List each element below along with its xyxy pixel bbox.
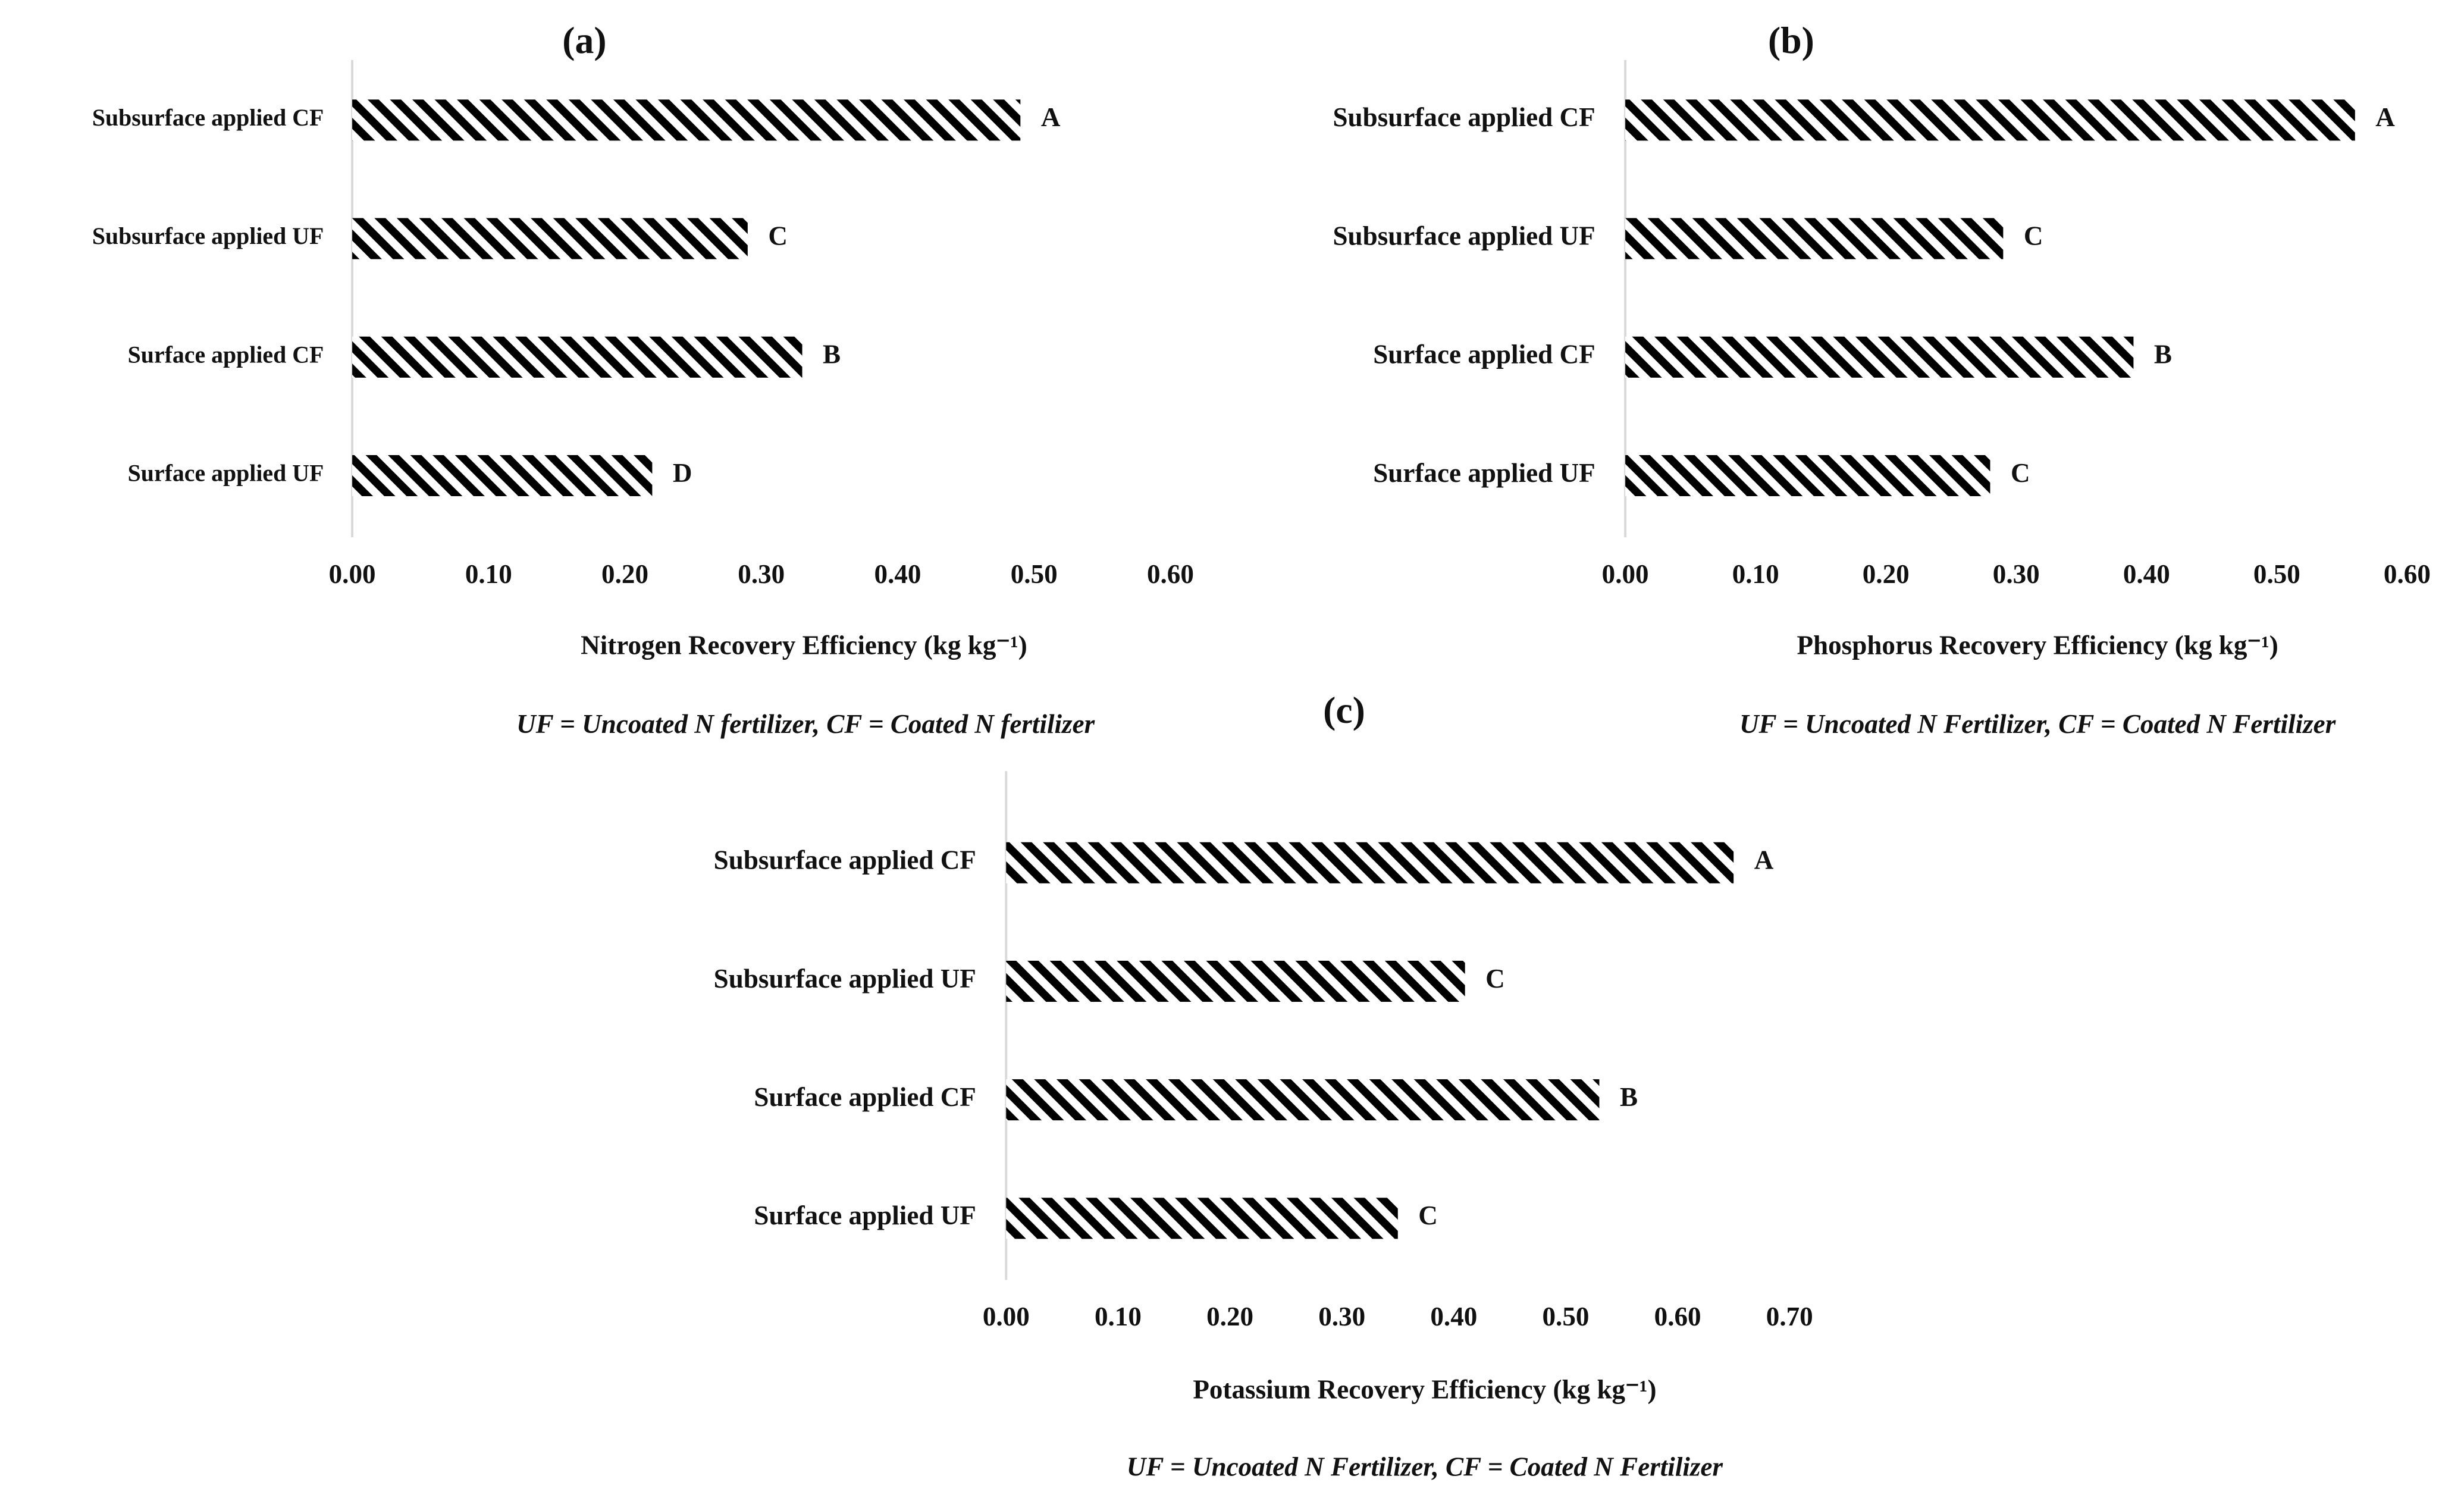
x-axis-label: Potassium Recovery Efficiency (kg kg⁻¹) xyxy=(1193,1374,1656,1404)
x-axis-label: Nitrogen Recovery Efficiency (kg kg⁻¹) xyxy=(581,630,1027,660)
panel-title: (a) xyxy=(562,19,606,61)
bar xyxy=(1625,336,2134,378)
bar xyxy=(1006,1198,1398,1239)
significance-letter: C xyxy=(1485,964,1505,994)
x-tick-label: 0.40 xyxy=(1430,1302,1477,1331)
category-label: Surface applied UF xyxy=(1373,458,1595,488)
x-tick-label: 0.70 xyxy=(1766,1302,1813,1331)
x-tick-label: 0.00 xyxy=(1602,559,1649,589)
significance-letter: C xyxy=(2024,221,2043,250)
panel-title: (b) xyxy=(1768,19,1814,61)
x-tick-label: 0.10 xyxy=(1095,1302,1142,1331)
x-tick-label: 0.10 xyxy=(1732,559,1779,589)
x-tick-label: 0.20 xyxy=(1206,1302,1253,1331)
x-tick-label: 0.60 xyxy=(1147,559,1194,589)
x-tick-label: 0.10 xyxy=(465,559,512,589)
x-tick-label: 0.00 xyxy=(329,559,376,589)
x-tick-label: 0.60 xyxy=(2384,559,2431,589)
category-label: Surface applied CF xyxy=(1373,340,1595,369)
bar xyxy=(1625,455,1990,497)
significance-letter: B xyxy=(2154,340,2172,369)
x-tick-label: 0.30 xyxy=(738,559,785,589)
x-tick-label: 0.30 xyxy=(1993,559,2040,589)
footnote: UF = Uncoated N Fertilizer, CF = Coated … xyxy=(1127,1452,1723,1482)
bar xyxy=(352,336,802,378)
x-tick-label: 0.00 xyxy=(983,1302,1030,1331)
bar xyxy=(352,455,653,497)
bar xyxy=(1006,842,1734,883)
bar xyxy=(352,99,1021,141)
significance-letter: A xyxy=(1754,845,1774,875)
significance-letter: C xyxy=(2011,458,2030,488)
x-tick-label: 0.30 xyxy=(1318,1302,1365,1331)
x-tick-label: 0.60 xyxy=(1654,1302,1701,1331)
category-label: Subsurface applied UF xyxy=(1333,221,1595,250)
x-tick-label: 0.20 xyxy=(601,559,648,589)
significance-letter: A xyxy=(2375,102,2395,132)
category-label: Subsurface applied UF xyxy=(714,964,976,994)
x-tick-label: 0.50 xyxy=(2253,559,2300,589)
significance-letter: C xyxy=(1418,1201,1438,1230)
significance-letter: D xyxy=(673,458,692,488)
x-tick-label: 0.40 xyxy=(2123,559,2170,589)
bar xyxy=(1006,1079,1600,1121)
significance-letter: C xyxy=(768,221,788,250)
x-tick-label: 0.50 xyxy=(1543,1302,1590,1331)
category-label: Surface applied UF xyxy=(754,1201,976,1230)
x-tick-label: 0.40 xyxy=(874,559,921,589)
category-label: Surface applied CF xyxy=(128,341,324,368)
significance-letter: B xyxy=(1620,1082,1638,1112)
bar xyxy=(352,218,748,259)
x-tick-label: 0.20 xyxy=(1863,559,1910,589)
category-label: Subsurface applied UF xyxy=(92,223,324,249)
panel-title: (c) xyxy=(1323,689,1365,731)
bar xyxy=(1625,99,2355,141)
footnote: UF = Uncoated N Fertilizer, CF = Coated … xyxy=(1739,709,2336,739)
category-label: Subsurface applied CF xyxy=(1333,102,1595,132)
footnote: UF = Uncoated N fertilizer, CF = Coated … xyxy=(516,709,1095,739)
significance-letter: B xyxy=(823,340,841,369)
category-label: Subsurface applied CF xyxy=(92,105,324,131)
x-axis-label: Phosphorus Recovery Efficiency (kg kg⁻¹) xyxy=(1797,630,2278,660)
bar xyxy=(1006,960,1465,1002)
category-label: Subsurface applied CF xyxy=(714,845,976,875)
category-label: Surface applied UF xyxy=(128,460,324,487)
category-label: Surface applied CF xyxy=(754,1082,976,1112)
significance-letter: A xyxy=(1041,102,1061,132)
x-tick-label: 0.50 xyxy=(1011,559,1058,589)
bar xyxy=(1625,218,2004,259)
